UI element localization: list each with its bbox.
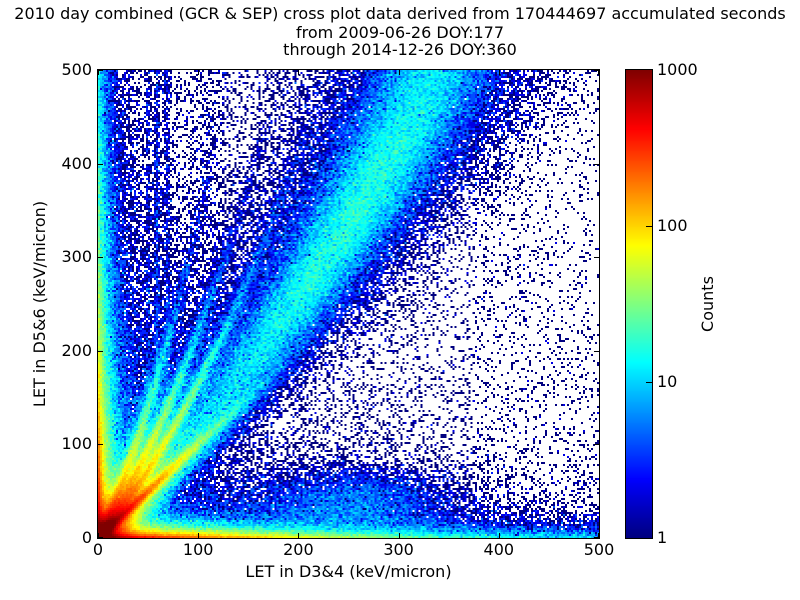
tick-mark (594, 164, 599, 165)
x-tick-label: 300 (383, 540, 414, 559)
y-tick-label: 200 (61, 340, 92, 360)
x-axis-label: LET in D3&4 (keV/micron) (245, 562, 452, 581)
tick-mark (594, 257, 599, 258)
colorbar-tick-label: 1000 (657, 60, 698, 79)
y-tick-label: 100 (61, 434, 92, 454)
tick-mark (298, 533, 299, 538)
tick-mark (499, 533, 500, 538)
tick-mark (598, 70, 599, 75)
plot-title: 2010 day combined (GCR & SEP) cross plot… (14, 4, 786, 23)
tick-mark (198, 533, 199, 538)
tick-mark (399, 70, 400, 75)
tick-mark (499, 70, 500, 75)
x-tick-label: 0 (92, 540, 104, 559)
y-tick-label: 500 (61, 60, 92, 79)
tick-mark (594, 351, 599, 352)
plot-subtitle-through: through 2014-12-26 DOY:360 (283, 40, 517, 59)
y-tick-label: 300 (61, 247, 92, 267)
tick-mark (98, 537, 103, 538)
tick-mark (198, 70, 199, 75)
histogram-canvas (98, 70, 599, 538)
colorbar-canvas (626, 70, 652, 538)
y-tick-label: 400 (61, 153, 92, 173)
tick-mark (594, 537, 599, 538)
tick-mark (594, 70, 599, 71)
tick-mark (98, 351, 103, 352)
colorbar-tick-mark (646, 382, 652, 383)
x-tick-label: 200 (283, 540, 314, 559)
x-tick-label: 500 (583, 540, 615, 559)
plot-subtitle-from: from 2009-06-26 DOY:177 (295, 23, 504, 42)
tick-mark (98, 257, 103, 258)
tick-mark (399, 533, 400, 538)
colorbar-tick-label: 1 (657, 528, 668, 547)
tick-mark (598, 533, 599, 538)
tick-mark (98, 70, 99, 75)
tick-mark (98, 533, 99, 538)
colorbar-tick-label: 100 (657, 216, 688, 235)
y-tick-label: 0 (81, 528, 92, 547)
colorbar (625, 69, 653, 539)
tick-mark (98, 164, 103, 165)
colorbar-label: Counts (698, 276, 717, 332)
colorbar-tick-mark (646, 226, 652, 227)
tick-mark (594, 444, 599, 445)
x-tick-label: 400 (483, 540, 515, 559)
x-tick-label: 100 (182, 540, 214, 559)
tick-mark (298, 70, 299, 75)
colorbar-tick-label: 10 (657, 372, 678, 391)
y-axis-label: LET in D5&6 (keV/micron) (30, 200, 49, 408)
tick-mark (98, 70, 103, 71)
tick-mark (98, 444, 103, 445)
plot-area (97, 69, 600, 539)
